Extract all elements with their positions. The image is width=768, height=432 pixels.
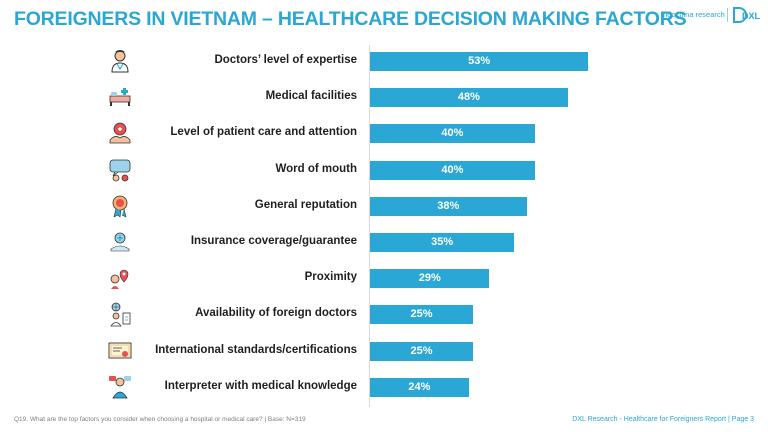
bar (370, 124, 535, 144)
certificate-icon (108, 342, 132, 359)
page-title: FOREIGNERS IN VIETNAM – HEALTHCARE DECIS… (14, 8, 687, 30)
bar-value-label: 25% (410, 344, 433, 357)
foreign-doctor-icon (110, 302, 131, 327)
insurance-icon (110, 232, 130, 252)
proximity-icon (110, 269, 129, 290)
bar (370, 88, 568, 108)
footer-question-note: Q19. What are the top factors you consid… (14, 416, 306, 423)
logo-mark-text: DXL (742, 11, 760, 21)
category-label: General reputation (254, 198, 357, 211)
bar (370, 196, 527, 216)
category-label: International standards/certifications (155, 343, 357, 356)
bar (370, 305, 473, 325)
category-label: Word of mouth (275, 162, 357, 175)
category-label: Medical facilities (265, 90, 357, 103)
doctor-icon (111, 50, 129, 73)
bar (370, 269, 490, 289)
chart-axis-line (369, 45, 370, 407)
bar (370, 52, 589, 71)
bar-value-label: 29% (418, 272, 441, 285)
bar (370, 377, 469, 397)
hospital-bed-icon (109, 88, 131, 107)
bar-value-label: 48% (457, 91, 480, 104)
category-label: Availability of foreign doctors (195, 307, 357, 320)
category-label: Interpreter with medical knowledge (164, 379, 357, 392)
reputation-badge-icon (112, 195, 128, 218)
logo-divider (727, 8, 728, 22)
category-label: Proximity (304, 271, 357, 284)
bar-value-label: 24% (408, 380, 431, 393)
bar (370, 341, 473, 361)
interpreter-icon (109, 375, 131, 399)
bar-value-label: 40% (441, 163, 464, 176)
footer-report-page: DXL Research - Healthcare for Foreigners… (572, 416, 754, 423)
word-of-mouth-icon (109, 159, 131, 181)
patient-care-icon (109, 122, 131, 144)
category-label: Insurance coverage/guarantee (190, 235, 357, 247)
category-label: Level of patient care and attention (170, 126, 357, 139)
category-label: Doctors’ level of expertise (214, 54, 357, 66)
dxl-logo-icon: DXL (733, 7, 760, 23)
logo-text: Indochina research (661, 10, 725, 19)
bar (370, 233, 515, 252)
bar-value-label: 25% (410, 308, 433, 321)
bar-value-label: 35% (431, 236, 454, 248)
bar-value-label: 53% (468, 55, 491, 67)
bar-value-label: 40% (441, 127, 464, 140)
bar (370, 160, 535, 180)
bar-value-label: 38% (437, 199, 460, 212)
